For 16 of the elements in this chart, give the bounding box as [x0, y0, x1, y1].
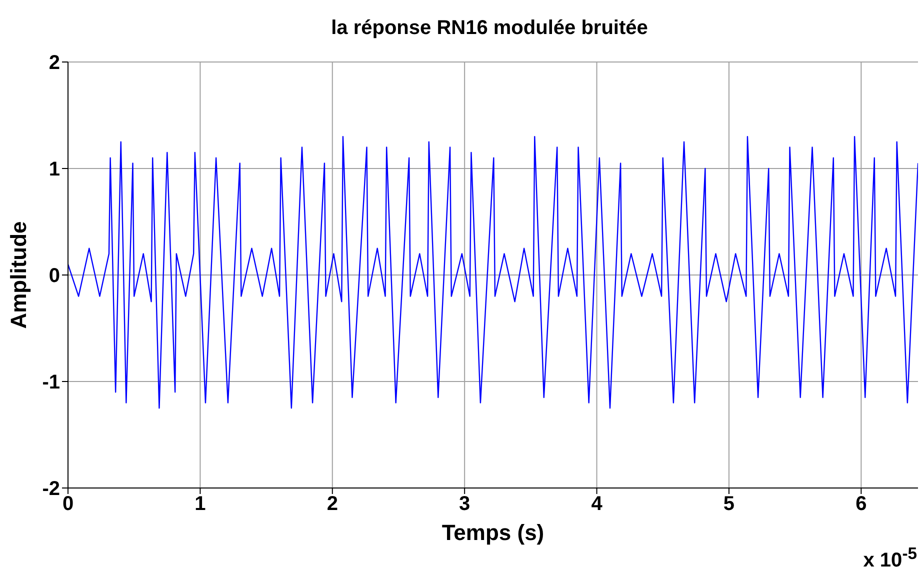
y-axis-title: Amplitude [6, 221, 31, 329]
line-series [68, 136, 918, 409]
y-tick-label: -1 [42, 372, 60, 394]
chart-title: la réponse RN16 modulée bruitée [330, 16, 649, 41]
x-tick-label: 2 [326, 493, 338, 516]
y-tick-label: 1 [48, 158, 60, 181]
y-tick-label: 0 [48, 265, 60, 288]
x-tick-label: 6 [856, 493, 867, 516]
y-tick-label: 2 [48, 52, 60, 74]
y-tick-label: -2 [42, 478, 60, 500]
x-tick-label: 1 [194, 493, 206, 516]
x-tick-label: 3 [459, 493, 470, 516]
x-tick-label: 5 [723, 493, 735, 516]
x-tick-label: 4 [591, 493, 604, 516]
text: x 10$^{-5}$ [863, 544, 917, 573]
x-axis-title: Temps (s) [442, 520, 544, 545]
